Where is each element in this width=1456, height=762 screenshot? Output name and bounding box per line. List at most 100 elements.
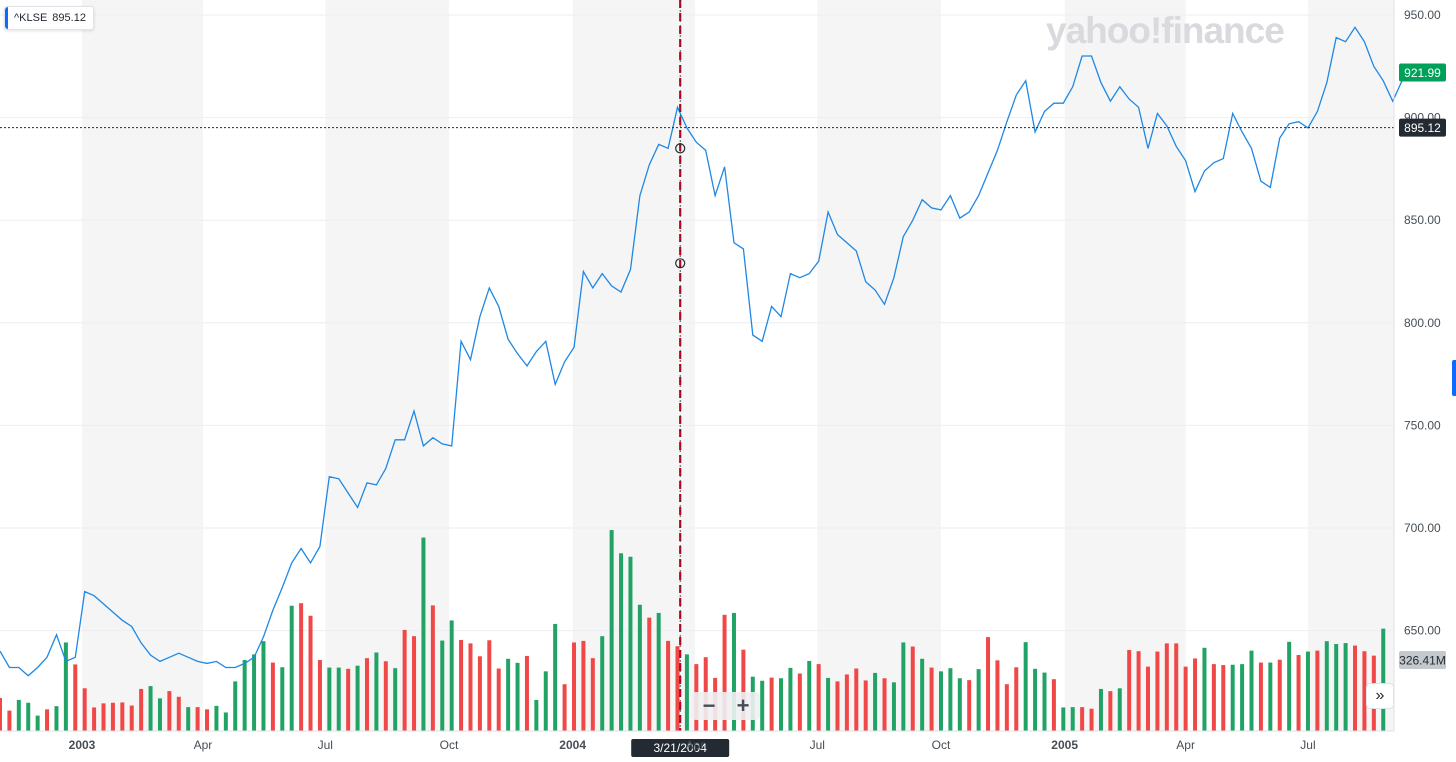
- volume-bar: [459, 639, 464, 731]
- volume-bar: [1202, 647, 1207, 731]
- price-line-group: [0, 26, 1421, 677]
- volume-bar: [1155, 651, 1160, 731]
- ticker-value: 895.12: [52, 12, 86, 24]
- volume-bar: [54, 706, 59, 731]
- volume-bar: [16, 699, 21, 731]
- volume-bar: [252, 654, 257, 731]
- volume-bar: [1070, 707, 1075, 731]
- volume-bar: [1136, 651, 1141, 731]
- volume-bar: [1089, 708, 1094, 731]
- crosshair-marker[interactable]: [675, 143, 686, 154]
- volume-bar: [82, 688, 87, 731]
- x-tick-label: Jul: [1300, 738, 1315, 752]
- y-tick-label: 750.00: [1404, 418, 1441, 432]
- volume-bar: [835, 681, 840, 731]
- y-axis: 950.00900.00850.00800.00750.00700.00650.…: [1393, 0, 1441, 731]
- volume-bar: [139, 688, 144, 731]
- x-tick-label: Jul: [810, 738, 825, 752]
- y-tick-label: 650.00: [1404, 624, 1441, 638]
- volume-bar: [684, 654, 689, 731]
- x-tick-label: Oct: [932, 738, 951, 752]
- volume-bar: [1117, 688, 1122, 731]
- volume-bar: [995, 660, 1000, 731]
- volume-bar: [543, 671, 548, 731]
- volume-bar: [957, 678, 962, 731]
- volume-bar: [1324, 641, 1329, 731]
- x-tick-label: 2005: [1051, 738, 1078, 752]
- volume-bar: [336, 667, 341, 731]
- volume-bar: [1230, 664, 1235, 731]
- volume-bar: [430, 605, 435, 731]
- volume-bar: [637, 604, 642, 731]
- volume-bar: [515, 662, 520, 731]
- volume-bar: [1033, 668, 1038, 731]
- volume-bar: [779, 678, 784, 731]
- expand-chevron-icon[interactable]: »: [1366, 683, 1394, 709]
- zoom-controls: − +: [692, 692, 760, 720]
- volume-bar: [920, 658, 925, 731]
- chart-gridlines: [0, 14, 1394, 632]
- volume-bar: [1334, 644, 1339, 731]
- volume-bar: [967, 680, 972, 731]
- volume-bar: [1268, 662, 1273, 731]
- volume-tag: [1399, 651, 1446, 669]
- volume-bar: [1127, 649, 1132, 731]
- zoom-in-button[interactable]: +: [736, 693, 750, 718]
- volume-bar: [524, 655, 529, 731]
- volume-bar: [120, 702, 125, 731]
- volume-bar: [628, 556, 633, 731]
- last-price-tag: [1399, 63, 1446, 82]
- volume-bar: [214, 705, 219, 731]
- volume-bar: [327, 667, 332, 731]
- volume-bar: [1258, 662, 1263, 731]
- volume-bar: [534, 699, 539, 731]
- volume-bar: [572, 642, 576, 731]
- volume-bar: [1164, 643, 1169, 731]
- volume-bar: [938, 671, 943, 731]
- volume-bar: [364, 658, 369, 731]
- side-panel-handle[interactable]: [1452, 360, 1456, 396]
- volume-bar: [402, 629, 407, 731]
- zoom-out-button[interactable]: −: [702, 693, 716, 718]
- chart-month-bands: [82, 0, 1394, 731]
- volume-bar: [487, 640, 492, 731]
- ticker-color-swatch: [5, 7, 8, 29]
- volume-bar: [308, 615, 313, 731]
- volume-bar: [412, 636, 417, 731]
- yahoo-finance-logo: yahoo!finance: [1046, 10, 1285, 51]
- volume-bar: [148, 686, 153, 731]
- volume-bar: [1362, 651, 1367, 731]
- volume-bar: [270, 662, 275, 731]
- volume-bar: [1353, 645, 1358, 731]
- volume-bar: [854, 668, 859, 731]
- volume-bar: [600, 636, 605, 731]
- volume-bar: [157, 698, 162, 731]
- volume-bar: [1381, 628, 1386, 731]
- volume-bar: [317, 660, 322, 731]
- volume-bar: [110, 702, 115, 731]
- volume-bar: [496, 668, 501, 731]
- volume-bar: [666, 640, 671, 731]
- crosshair-date-tag: [631, 739, 730, 757]
- crosshair-marker[interactable]: [675, 258, 686, 269]
- ticker-badge[interactable]: ^KLSE 895.12: [4, 6, 94, 30]
- volume-bar: [242, 660, 247, 731]
- volume-bar: [421, 537, 426, 731]
- volume-bar: [477, 656, 482, 731]
- x-tick-label: Apr: [686, 738, 705, 752]
- volume-bar: [1193, 658, 1198, 731]
- volume-bar: [581, 640, 586, 731]
- volume-bar: [741, 649, 746, 731]
- volume-bar: [73, 664, 78, 731]
- volume-bar: [590, 658, 595, 731]
- ticker-symbol: ^KLSE: [14, 12, 48, 24]
- volume-bar: [299, 603, 304, 731]
- chart-band: [817, 0, 941, 731]
- volume-bar: [1014, 667, 1019, 731]
- chart-band: [82, 0, 203, 731]
- chart-band: [325, 0, 449, 731]
- volume-bar: [769, 677, 774, 731]
- volume-bar: [948, 668, 953, 731]
